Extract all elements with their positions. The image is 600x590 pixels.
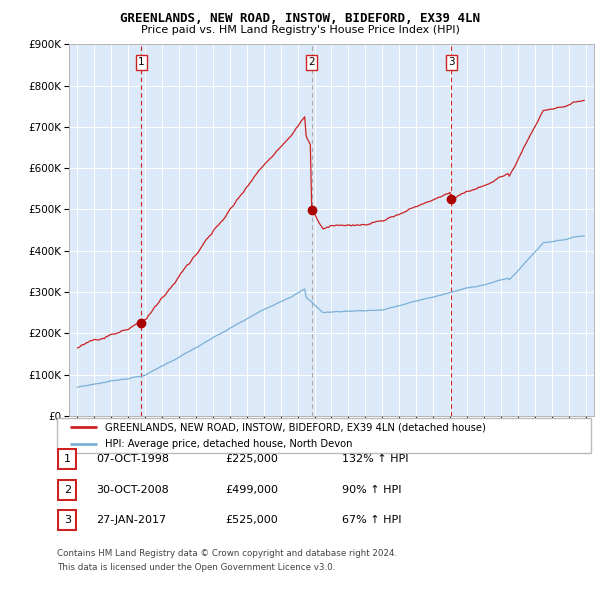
FancyBboxPatch shape bbox=[58, 449, 76, 469]
Text: Price paid vs. HM Land Registry's House Price Index (HPI): Price paid vs. HM Land Registry's House … bbox=[140, 25, 460, 35]
Text: £225,000: £225,000 bbox=[225, 454, 278, 464]
Text: 90% ↑ HPI: 90% ↑ HPI bbox=[342, 485, 401, 494]
Text: £499,000: £499,000 bbox=[225, 485, 278, 494]
Text: 30-OCT-2008: 30-OCT-2008 bbox=[96, 485, 169, 494]
Text: 2: 2 bbox=[64, 485, 71, 494]
Text: 1: 1 bbox=[138, 57, 145, 67]
Text: 1: 1 bbox=[64, 454, 71, 464]
Text: Contains HM Land Registry data © Crown copyright and database right 2024.: Contains HM Land Registry data © Crown c… bbox=[57, 549, 397, 558]
Text: 27-JAN-2017: 27-JAN-2017 bbox=[96, 516, 166, 525]
Text: GREENLANDS, NEW ROAD, INSTOW, BIDEFORD, EX39 4LN (detached house): GREENLANDS, NEW ROAD, INSTOW, BIDEFORD, … bbox=[105, 422, 486, 432]
FancyBboxPatch shape bbox=[57, 418, 591, 453]
Text: £525,000: £525,000 bbox=[225, 516, 278, 525]
FancyBboxPatch shape bbox=[58, 510, 76, 530]
Text: GREENLANDS, NEW ROAD, INSTOW, BIDEFORD, EX39 4LN: GREENLANDS, NEW ROAD, INSTOW, BIDEFORD, … bbox=[120, 12, 480, 25]
Text: HPI: Average price, detached house, North Devon: HPI: Average price, detached house, Nort… bbox=[105, 438, 353, 448]
Text: 07-OCT-1998: 07-OCT-1998 bbox=[96, 454, 169, 464]
Text: 3: 3 bbox=[448, 57, 455, 67]
Text: 2: 2 bbox=[308, 57, 315, 67]
Text: 67% ↑ HPI: 67% ↑ HPI bbox=[342, 516, 401, 525]
FancyBboxPatch shape bbox=[58, 480, 76, 500]
Text: 132% ↑ HPI: 132% ↑ HPI bbox=[342, 454, 409, 464]
Text: 3: 3 bbox=[64, 516, 71, 525]
Text: This data is licensed under the Open Government Licence v3.0.: This data is licensed under the Open Gov… bbox=[57, 563, 335, 572]
